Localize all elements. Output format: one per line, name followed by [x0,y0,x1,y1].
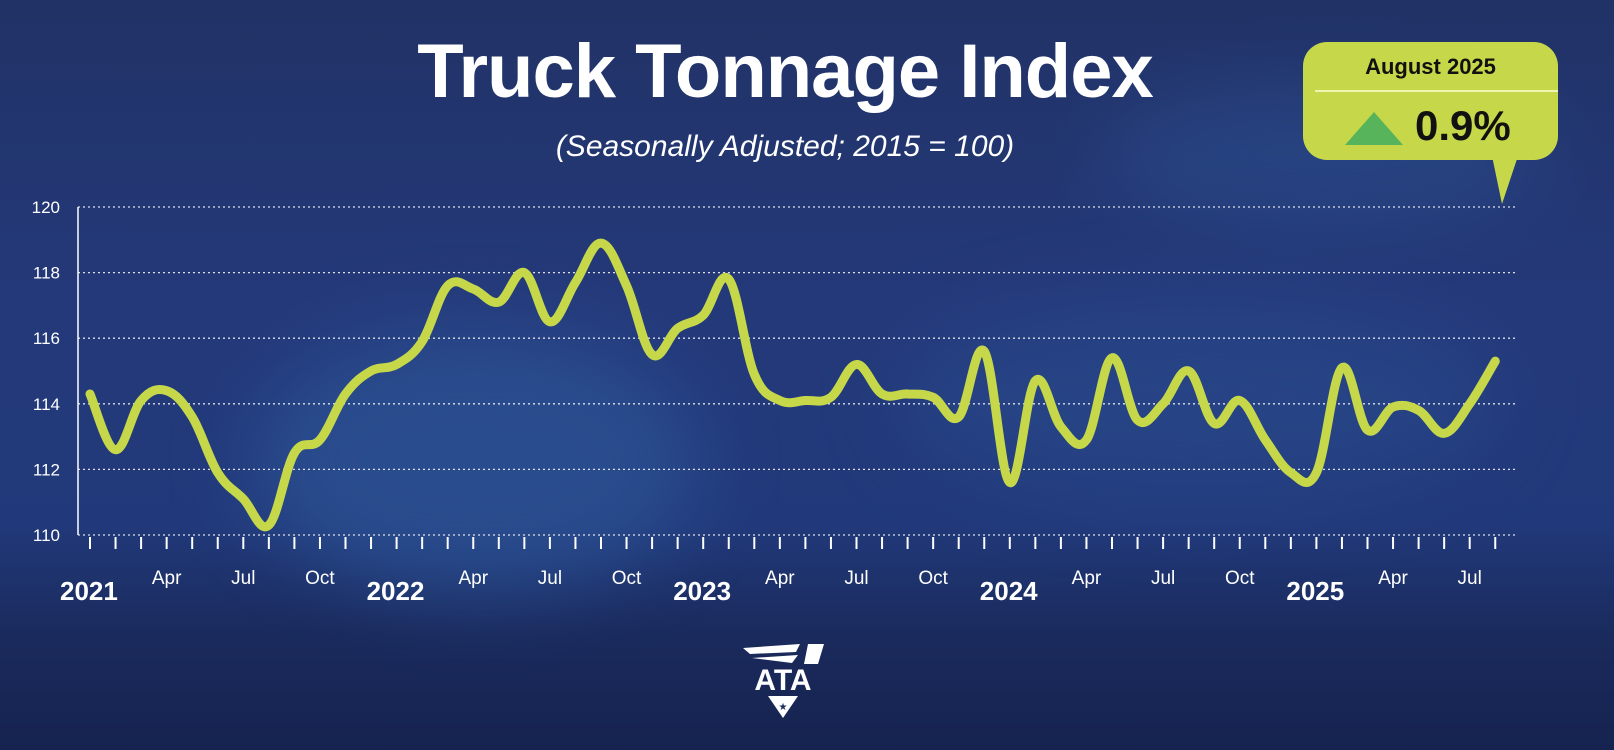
x-month-label: Oct [1225,568,1255,589]
y-tick-label: 114 [33,395,60,414]
x-month-label: Oct [612,568,642,589]
callout-change-value: 0.9% [1415,102,1511,149]
callout-period: August 2025 [1365,54,1496,79]
x-year-label: 2025 [1286,576,1344,606]
series-line-truck-tonnage [85,238,1500,532]
y-tick-label: 116 [33,329,60,348]
x-month-label: Oct [305,568,335,589]
x-month-label: Jul [231,568,255,589]
up-arrow-icon [1345,112,1403,145]
y-tick-label: 120 [32,198,60,217]
x-month-label: Apr [1072,568,1102,589]
x-year-label: 2021 [60,576,118,606]
latest-change-callout: August 2025 0.9% [1303,42,1558,160]
x-year-label: 2023 [673,576,731,606]
y-tick-label: 118 [33,264,60,283]
callout-divider [1315,90,1558,92]
y-tick-label: 110 [33,526,60,545]
x-month-label: Oct [918,568,948,589]
x-month-label: Jul [538,568,562,589]
logo-text: ATA [754,664,811,697]
svg-text:★: ★ [779,702,788,713]
ata-logo: ATA ★ [743,644,824,718]
chart-title: Truck Tonnage Index [417,29,1154,114]
callout-pointer [1492,156,1518,204]
y-tick-label: 112 [33,460,60,479]
truck-image-glow [250,330,700,590]
x-month-label: Jul [1151,568,1175,589]
x-month-label: Apr [765,568,795,589]
x-month-label: Apr [152,568,182,589]
x-month-label: Jul [844,568,868,589]
x-month-label: Jul [1458,568,1482,589]
chart-subtitle: (Seasonally Adjusted; 2015 = 100) [555,130,1015,163]
x-month-label: Apr [458,568,488,589]
x-year-label: 2022 [367,576,425,606]
x-month-label: Apr [1378,568,1408,589]
x-year-label: 2024 [980,576,1038,606]
